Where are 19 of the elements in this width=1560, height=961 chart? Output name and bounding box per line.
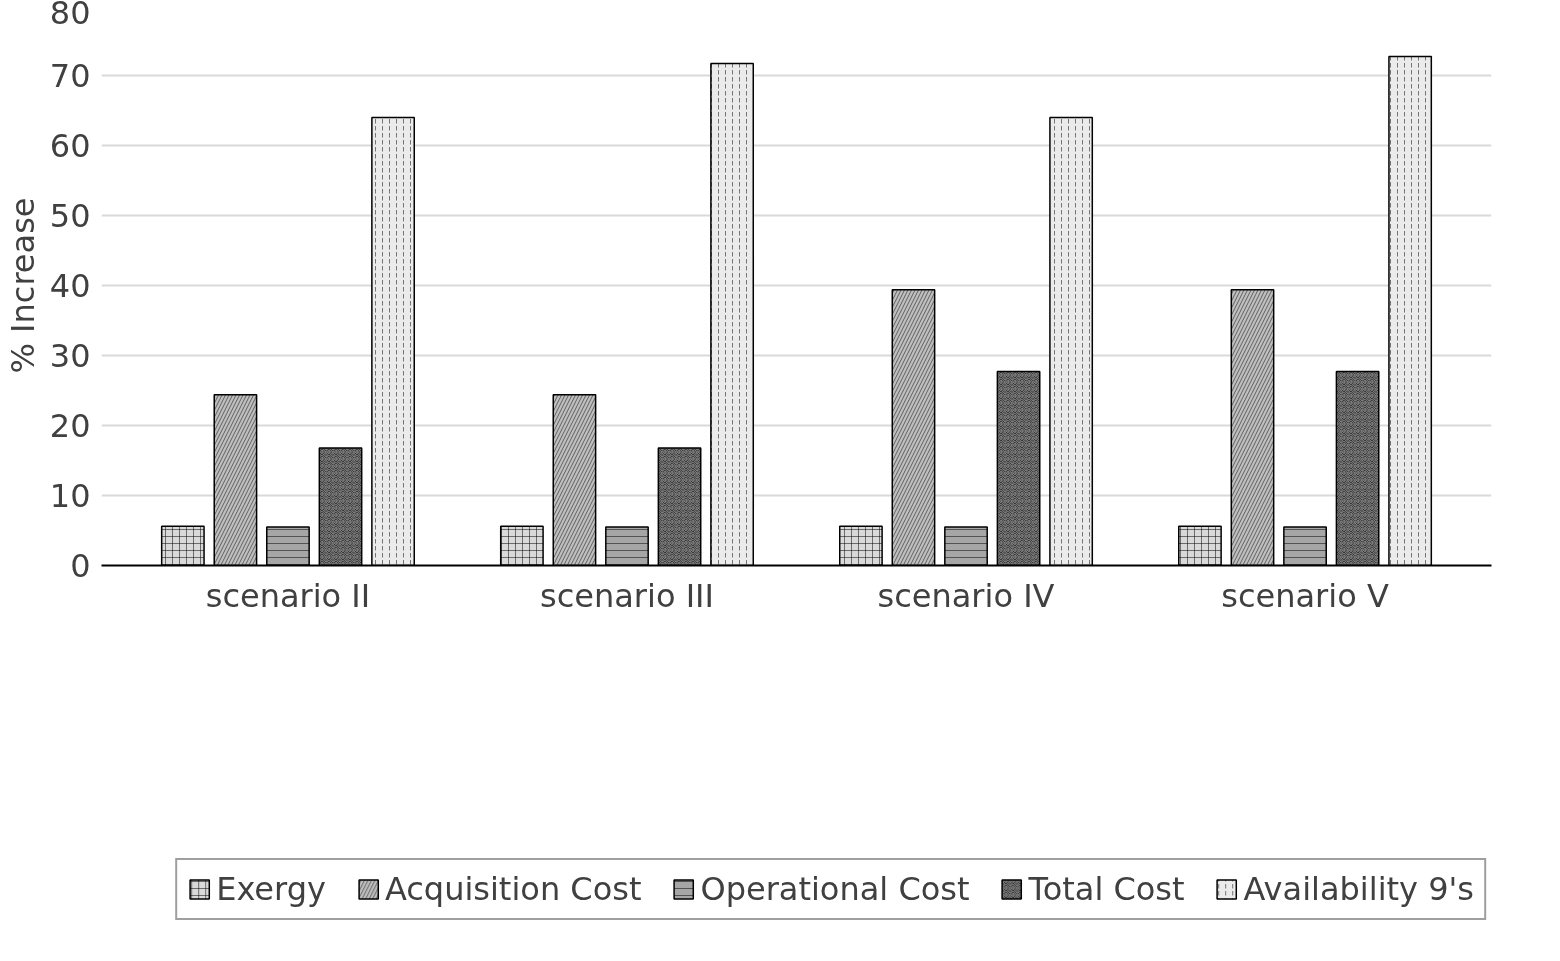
x-tick-label: scenario III — [540, 576, 714, 615]
legend-label: Operational Cost — [700, 870, 970, 908]
y-axis-title: % Increase — [3, 197, 42, 374]
x-tick-label: scenario IV — [877, 576, 1055, 615]
y-tick-label: 50 — [49, 197, 91, 235]
y-tick-label: 40 — [49, 267, 91, 305]
x-tick-label: scenario V — [1221, 576, 1389, 615]
y-tick-label: 0 — [70, 547, 91, 585]
y-tick-label: 60 — [49, 127, 91, 165]
legend-label: Availability 9's — [1243, 870, 1474, 908]
legend-label: Total Cost — [1028, 870, 1185, 908]
y-tick-label: 20 — [49, 407, 91, 445]
y-tick-label: 10 — [49, 477, 91, 515]
y-tick-label: 30 — [49, 337, 91, 375]
legend-label: Acquisition Cost — [384, 870, 642, 908]
y-tick-label: 70 — [49, 57, 91, 95]
y-tick-label: 80 — [49, 0, 91, 32]
legend-label: Exergy — [216, 870, 326, 908]
x-tick-label: scenario II — [205, 576, 371, 615]
